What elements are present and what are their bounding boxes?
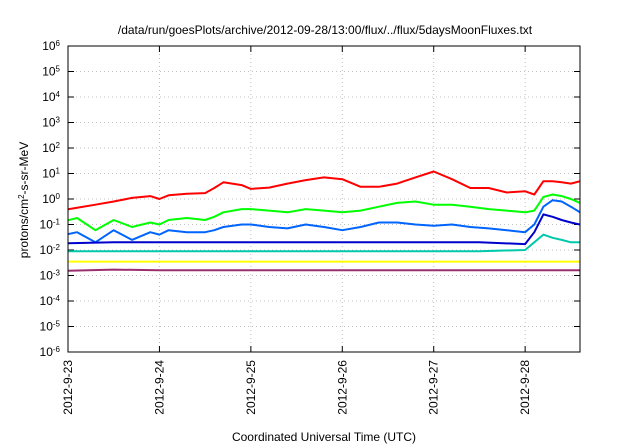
- y-tick-label: 101: [42, 166, 60, 181]
- plot-frame: [67, 45, 581, 353]
- y-tick-label: 10-3: [40, 268, 61, 283]
- y-tick-label: 106: [42, 39, 60, 54]
- y-tick-exponent: 0: [56, 192, 61, 201]
- y-tick-base: 10: [42, 65, 56, 79]
- y-tick-label: 100: [42, 192, 60, 207]
- chart-title: /data/run/goesPlots/archive/2012-09-28/1…: [118, 23, 533, 37]
- series-line-2: [68, 193, 580, 232]
- y-tick-exponent: -4: [53, 294, 61, 303]
- y-tick-exponent: 4: [56, 90, 61, 99]
- y-tick-labels: 10-610-510-410-310-210-11001011021031041…: [40, 39, 61, 360]
- y-tick-label: 10-2: [40, 243, 61, 258]
- y-tick-label: 10-1: [40, 217, 61, 232]
- y-tick-label: 10-4: [40, 294, 61, 309]
- y-tick-base: 10: [40, 345, 54, 359]
- y-tick-exponent: -2: [53, 243, 61, 252]
- x-tick-label: 2012-9-27: [427, 360, 441, 415]
- x-tick-label: 2012-9-28: [518, 360, 532, 415]
- y-tick-base: 10: [42, 141, 56, 155]
- series-line-4: [68, 213, 580, 246]
- y-tick-exponent: -6: [53, 345, 61, 354]
- x-axis-label: Coordinated Universal Time (UTC): [232, 430, 416, 444]
- y-tick-label: 103: [42, 115, 60, 130]
- y-tick-base: 10: [42, 192, 56, 206]
- y-axis-label-prefix: protons/cm: [17, 199, 31, 258]
- x-tick-label: 2012-9-26: [335, 360, 349, 415]
- y-tick-exponent: -3: [53, 268, 61, 277]
- series-line-7: [68, 268, 580, 272]
- y-tick-label: 104: [42, 90, 60, 105]
- series-group: [68, 170, 580, 272]
- y-tick-exponent: -5: [53, 319, 61, 328]
- y-tick-base: 10: [42, 167, 56, 181]
- y-tick-exponent: 2: [56, 141, 61, 150]
- y-tick-base: 10: [42, 90, 56, 104]
- y-tick-label: 10-6: [40, 345, 61, 360]
- y-tick-base: 10: [42, 116, 56, 130]
- y-axis-label-suffix: -s-sr-MeV: [17, 142, 31, 195]
- y-tick-exponent: 5: [56, 64, 61, 73]
- y-tick-base: 10: [40, 218, 54, 232]
- y-tick-label: 102: [42, 141, 60, 156]
- y-tick-label: 10-5: [40, 319, 61, 334]
- x-tick-label: 2012-9-24: [152, 360, 166, 415]
- x-tick-label: 2012-9-23: [61, 360, 75, 415]
- y-tick-base: 10: [40, 269, 54, 283]
- y-tick-base: 10: [40, 294, 54, 308]
- y-tick-exponent: 1: [56, 166, 61, 175]
- y-axis-label-sup: 2: [17, 194, 26, 199]
- y-tick-base: 10: [40, 243, 54, 257]
- y-tick-base: 10: [42, 39, 56, 53]
- y-tick-exponent: 6: [56, 39, 61, 48]
- y-tick-base: 10: [40, 320, 54, 334]
- x-tick-labels: 2012-9-23 2012-9-24 2012-9-25 2012-9-26 2012…: [61, 360, 532, 415]
- y-axis-label: protons/cm2-s-sr-MeV: [17, 142, 32, 258]
- series-line-1: [68, 170, 580, 211]
- y-tick-exponent: 3: [56, 115, 61, 124]
- x-tick-label: 2012-9-25: [244, 360, 258, 415]
- series-line-3: [68, 199, 580, 244]
- series-line-5: [68, 233, 580, 253]
- y-tick-exponent: -1: [53, 217, 61, 226]
- y-tick-label: 105: [42, 64, 60, 79]
